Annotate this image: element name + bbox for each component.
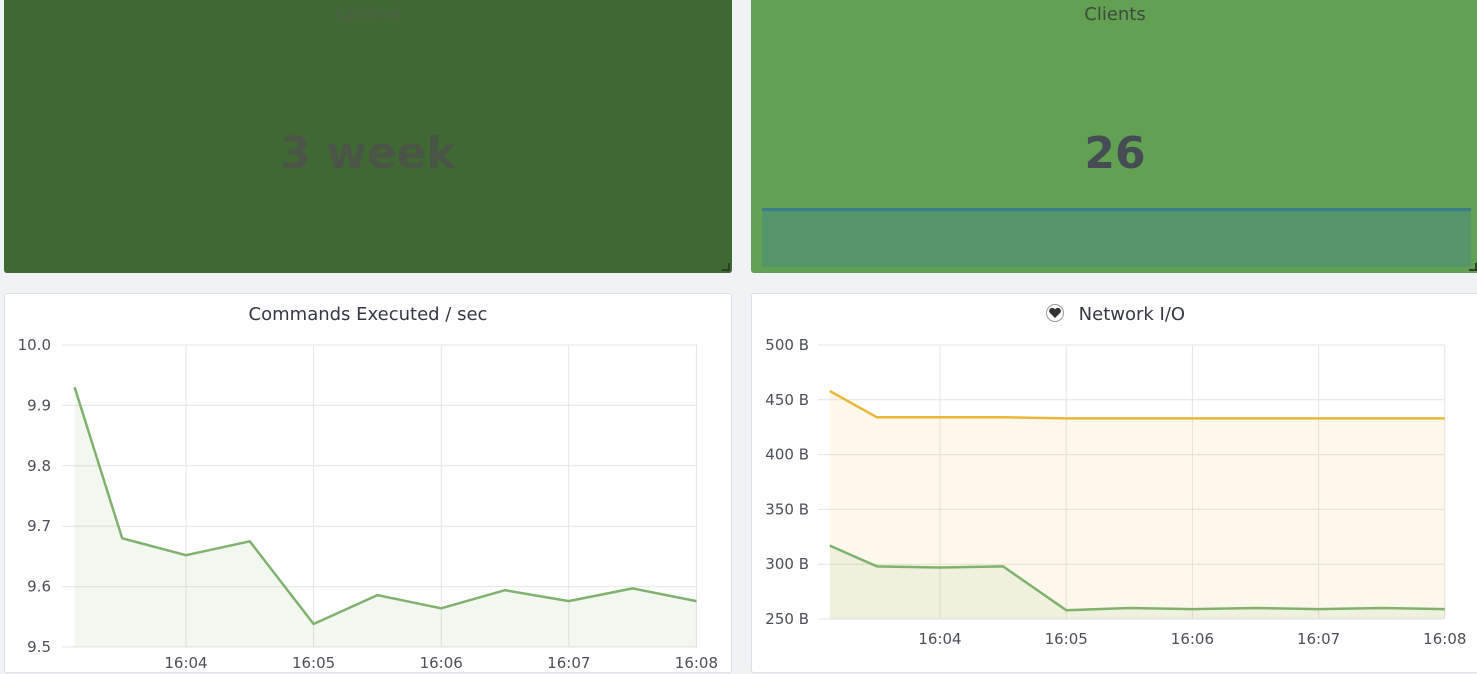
x-tick-label: 16:05 [1045, 630, 1088, 648]
clients-panel[interactable]: Clients 26 [751, 0, 1477, 273]
x-tick-label: 16:06 [1171, 630, 1214, 648]
network-graph-panel[interactable]: Network I/O 500 B 450 B 400 B 350 B 300 B 250… [751, 293, 1477, 673]
uptime-value: 3 week [280, 128, 456, 179]
y-tick-label: 300 B [765, 555, 809, 573]
uptime-panel[interactable]: Uptime 3 week [4, 0, 732, 273]
x-tick-label: 16:07 [547, 654, 590, 672]
clients-sparkline [762, 208, 1471, 267]
x-tick-label: 16:05 [292, 654, 335, 672]
y-tick-label: 250 B [765, 610, 809, 628]
y-tick-label: 500 B [765, 336, 809, 354]
series-line [829, 544, 1445, 612]
series-line [73, 386, 697, 626]
y-tick-label: 9.5 [27, 638, 51, 656]
clients-value: 26 [1084, 128, 1146, 179]
x-tick-label: 16:04 [164, 654, 207, 672]
network-chart: 500 B 450 B 400 B 350 B 300 B 250 B 16:04 16:05… [765, 336, 1466, 648]
x-tick-label: 16:07 [1297, 630, 1340, 648]
commands-graph-title[interactable]: Commands Executed / sec [5, 304, 731, 325]
y-tick-label: 350 B [765, 500, 809, 518]
y-tick-label: 9.9 [27, 396, 51, 414]
panel-resize-handle[interactable] [722, 263, 730, 271]
commands-title-text: Commands Executed / sec [248, 304, 488, 325]
commands-graph-panel[interactable]: Commands Executed / sec 10.0 9.9 9.8 9.7 9.6… [4, 293, 732, 673]
y-tick-label: 400 B [765, 446, 809, 464]
network-graph-title[interactable]: Network I/O [752, 304, 1477, 327]
series-area [829, 391, 1445, 619]
y-tick-label: 9.8 [27, 457, 51, 475]
clients-title: Clients [1084, 4, 1146, 25]
network-title-text: Network I/O [1078, 304, 1186, 325]
panel-resize-handle[interactable] [1469, 263, 1477, 271]
series-area [829, 545, 1445, 619]
y-tick-label: 9.6 [27, 578, 51, 596]
x-tick-label: 16:06 [420, 654, 463, 672]
uptime-title: Uptime [335, 4, 401, 25]
commands-chart: 10.0 9.9 9.8 9.7 9.6 9.5 16:04 16:05 16:06 16:07 1… [18, 336, 718, 672]
series-area [74, 387, 697, 647]
y-tick-label: 10.0 [18, 336, 51, 354]
series-line [829, 389, 1445, 420]
x-tick-label: 16:04 [918, 630, 961, 648]
x-tick-label: 16:08 [675, 654, 718, 672]
heart-icon [1045, 304, 1065, 327]
x-tick-label: 16:08 [1423, 630, 1466, 648]
y-tick-label: 9.7 [27, 517, 51, 535]
y-tick-label: 450 B [765, 391, 809, 409]
